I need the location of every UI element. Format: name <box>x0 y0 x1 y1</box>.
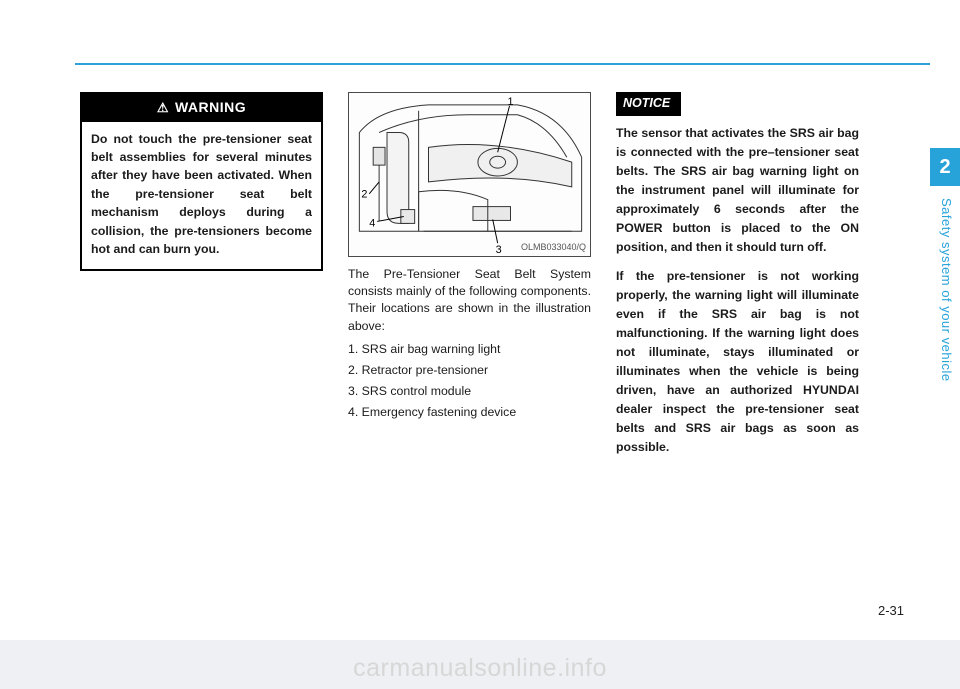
seat-belt-illustration: 1 2 3 4 OLMB033040/Q <box>348 92 591 257</box>
chapter-tab: 2 <box>930 148 960 186</box>
component-item-1: 1. SRS air bag warning light <box>348 341 591 358</box>
car-interior-diagram: 1 2 3 4 <box>349 93 590 256</box>
page-number: 2-31 <box>878 603 904 618</box>
column-3: NOTICE The sensor that activates the SRS… <box>616 92 859 457</box>
component-item-4: 4. Emergency fastening device <box>348 404 591 421</box>
chapter-number: 2 <box>939 156 950 179</box>
watermark-text: carmanualsonline.info <box>0 654 960 683</box>
warning-box: ⚠ WARNING Do not touch the pre-tensioner … <box>80 92 323 271</box>
callout-4: 4 <box>369 217 375 229</box>
warning-triangle-icon: ⚠ <box>157 99 169 117</box>
column-2: 1 2 3 4 OLMB033040/Q The Pre-Tensioner S… <box>348 92 591 457</box>
callout-1: 1 <box>508 96 514 108</box>
warning-heading-text: WARNING <box>175 99 246 115</box>
component-item-2: 2. Retractor pre-tensioner <box>348 362 591 379</box>
components-lead-text: The Pre-Tensioner Seat Belt System consi… <box>348 266 591 335</box>
illustration-code: OLMB033040/Q <box>521 241 586 254</box>
notice-label: NOTICE <box>616 92 681 116</box>
warning-heading: ⚠ WARNING <box>82 94 321 122</box>
component-item-3: 3. SRS control module <box>348 383 591 400</box>
notice-paragraph-1: The sensor that activates the SRS air ba… <box>616 124 859 257</box>
manual-page: ⚠ WARNING Do not touch the pre-tensioner … <box>0 0 960 640</box>
content-columns: ⚠ WARNING Do not touch the pre-tensioner … <box>80 92 860 457</box>
notice-paragraph-2: If the pre-tensioner is not working prop… <box>616 267 859 457</box>
callout-3: 3 <box>496 244 502 256</box>
column-1: ⚠ WARNING Do not touch the pre-tensioner … <box>80 92 323 457</box>
chapter-title: Safety system of your vehicle <box>936 198 954 458</box>
top-rule <box>75 63 930 65</box>
warning-body: Do not touch the pre-tensioner seat belt… <box>82 122 321 269</box>
callout-2: 2 <box>361 189 367 201</box>
